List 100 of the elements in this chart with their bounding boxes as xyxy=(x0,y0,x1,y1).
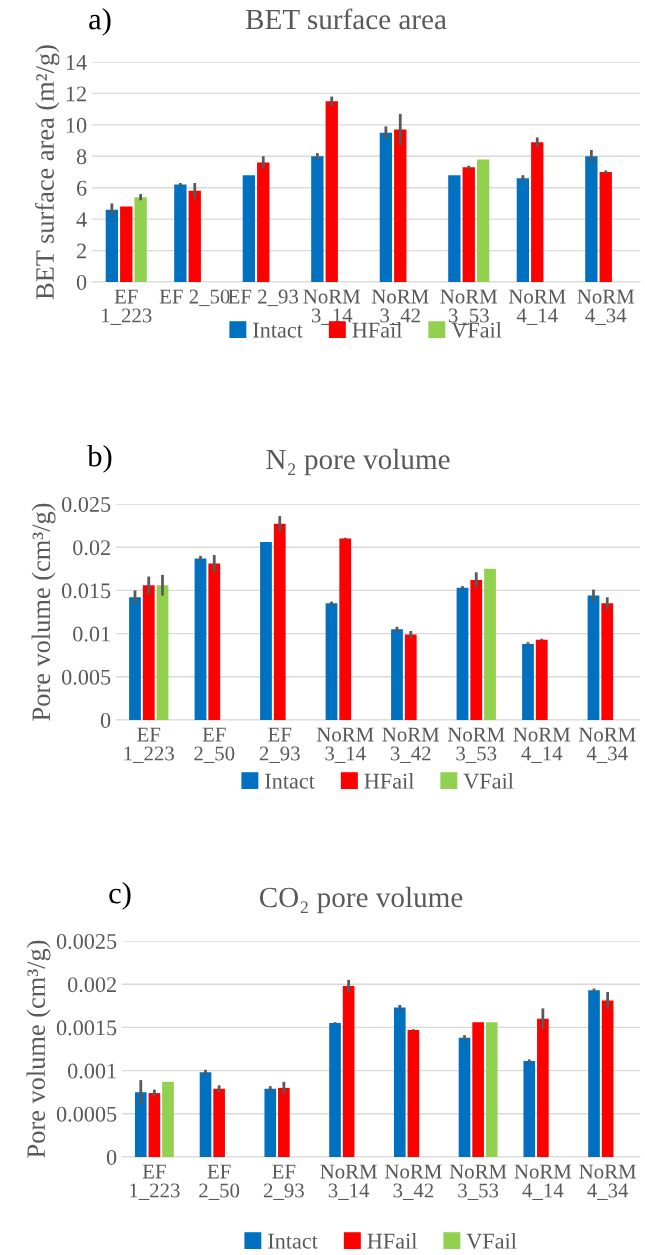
bar xyxy=(407,1029,420,1157)
bar xyxy=(260,542,272,720)
bar xyxy=(242,175,256,282)
text: b) xyxy=(87,445,112,473)
bar xyxy=(156,585,169,720)
y-tick-label: 0.002 xyxy=(67,977,116,993)
bar xyxy=(522,643,534,720)
y-tick-label: 0 xyxy=(100,712,111,728)
bar xyxy=(448,175,461,282)
y-tick-label: 0.015 xyxy=(61,583,111,599)
bar xyxy=(485,1022,498,1157)
bar xyxy=(470,580,483,720)
x-tick-label: NoRM 4_34 xyxy=(579,1164,636,1200)
y-tick-label: 10 xyxy=(66,117,87,133)
y-tick-label: 0.01 xyxy=(73,626,110,642)
bar xyxy=(391,629,403,720)
bar xyxy=(278,1087,290,1157)
bar xyxy=(585,156,598,282)
y-tick-label: 4 xyxy=(76,212,87,227)
chart-title: CO₂ pore volume xyxy=(259,886,463,914)
bar xyxy=(535,639,548,720)
bar xyxy=(588,990,600,1157)
bar xyxy=(120,206,133,282)
y-tick-label: 6 xyxy=(76,180,87,196)
y-tick-label: 0.001 xyxy=(67,1063,116,1079)
bar xyxy=(587,595,600,720)
bar xyxy=(394,129,407,282)
bar xyxy=(257,162,270,282)
y-tick-label: 0.02 xyxy=(73,540,110,556)
x-tick-label: EF 1_223 xyxy=(124,727,174,763)
y-tick-label: 0 xyxy=(106,1149,117,1165)
x-tick-label: NoRM 3_14 xyxy=(316,727,374,763)
bar xyxy=(601,1000,614,1157)
legend-label: Intact xyxy=(265,773,315,789)
bar xyxy=(476,159,490,282)
y-axis-title: Pore volume (cm³/g) xyxy=(31,503,56,721)
x-tick-label: NoRM 3_42 xyxy=(382,727,440,763)
bar xyxy=(516,178,530,282)
y-tick-label: 12 xyxy=(66,86,86,102)
bar xyxy=(456,587,469,720)
bar xyxy=(105,209,119,282)
bar xyxy=(325,101,338,282)
bar xyxy=(134,197,147,282)
y-tick-label: 14 xyxy=(66,55,87,70)
bar xyxy=(342,985,355,1157)
bar xyxy=(329,1023,341,1157)
y-tick-label: 2 xyxy=(77,243,86,259)
bar xyxy=(462,167,475,282)
bar xyxy=(142,585,155,720)
bar xyxy=(325,603,338,720)
x-tick-label: EF 2_93 xyxy=(228,289,299,307)
legend-label: HFail xyxy=(367,1232,417,1249)
bar xyxy=(458,1037,471,1157)
bar xyxy=(472,1022,484,1157)
bar xyxy=(199,1072,212,1157)
chart-title: N₂ pore volume xyxy=(266,448,450,476)
y-tick-label: 0.025 xyxy=(61,496,111,513)
x-tick-label: NoRM 4_14 xyxy=(508,289,566,325)
x-tick-label: NoRM 4_14 xyxy=(514,1164,572,1200)
x-tick-label: NoRM 3_42 xyxy=(385,1164,442,1200)
legend-label: Intact xyxy=(253,322,303,338)
text: c) xyxy=(109,882,131,910)
bar xyxy=(599,172,612,282)
x-tick-label: NoRM 3_14 xyxy=(320,1164,377,1200)
y-tick-label: 0 xyxy=(76,274,87,290)
x-tick-label: EF 2_93 xyxy=(263,1164,304,1200)
chart-title: BET surface area xyxy=(245,8,447,30)
bar xyxy=(311,156,324,282)
x-tick-label: NoRM 4_34 xyxy=(578,727,636,763)
y-tick-label: 0.0025 xyxy=(56,933,117,950)
y-tick-label: 0.0015 xyxy=(56,1020,117,1036)
x-tick-label: EF 2_50 xyxy=(194,727,235,763)
bar xyxy=(264,1088,277,1157)
bar xyxy=(134,1092,147,1157)
bar xyxy=(404,634,417,720)
y-axis-title: BET surface area (m²/g) xyxy=(35,45,60,300)
x-tick-label: EF 2_50 xyxy=(199,1164,240,1200)
bar xyxy=(393,1007,406,1157)
bar xyxy=(601,603,614,720)
y-tick-label: 0.0005 xyxy=(56,1106,117,1122)
legend-label: HFail xyxy=(364,772,414,789)
bar xyxy=(484,568,496,720)
y-tick-label: 0.005 xyxy=(61,669,111,685)
legend-label: VFail xyxy=(463,772,514,789)
text: a) xyxy=(89,8,111,36)
bar xyxy=(523,1061,536,1157)
legend-label: VFail xyxy=(466,1232,517,1249)
y-axis-title: Pore volume (cm³/g) xyxy=(26,940,51,1158)
bar xyxy=(213,1088,225,1157)
bar xyxy=(531,142,544,282)
bar xyxy=(194,558,207,720)
x-tick-label: NoRM 4_34 xyxy=(577,289,635,325)
bar xyxy=(273,523,286,720)
x-tick-label: EF 1_223 xyxy=(102,289,152,325)
legend-label: Intact xyxy=(268,1233,318,1249)
y-tick-label: 8 xyxy=(76,149,87,165)
x-tick-label: NoRM 3_53 xyxy=(447,727,505,763)
x-tick-label: EF 2_50 xyxy=(159,289,230,307)
bar xyxy=(148,1093,161,1157)
bar xyxy=(379,132,393,282)
